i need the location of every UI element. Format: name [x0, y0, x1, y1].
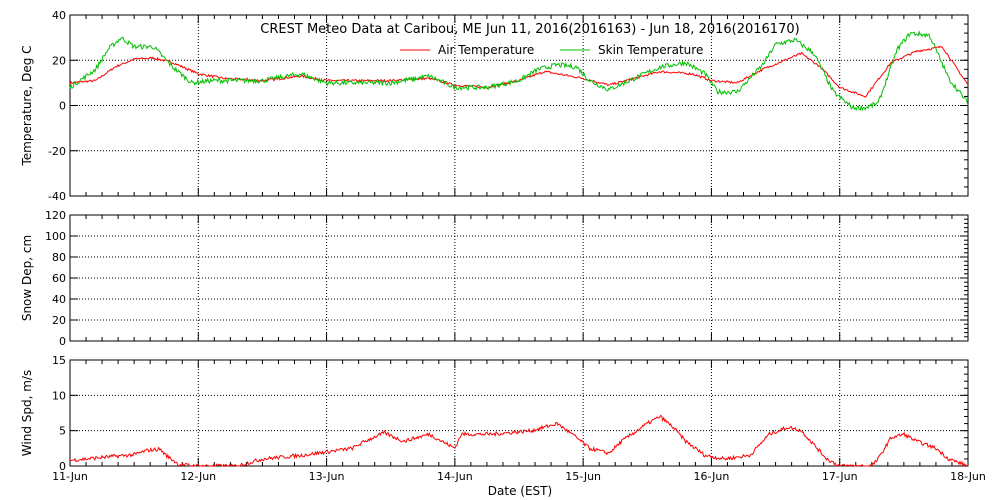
y-tick-label: 120: [45, 209, 66, 222]
y-tick-label: 20: [52, 54, 66, 67]
x-tick-label: 14-Jun: [437, 470, 473, 483]
y-tick-label: 100: [45, 230, 66, 243]
x-tick-label: 18-Jun: [950, 470, 986, 483]
chart-title: CREST Meteo Data at Caribou, ME Jun 11, …: [260, 22, 799, 37]
series-line: [69, 414, 969, 468]
y-tick-label: 20: [52, 314, 66, 327]
y-tick-label: 10: [52, 389, 66, 402]
panel-frame: [69, 214, 969, 342]
x-tick-label: 17-Jun: [822, 470, 858, 483]
y-tick-label: 15: [52, 354, 66, 367]
x-tick-label: 16-Jun: [694, 470, 730, 483]
x-tick-label: 15-Jun: [565, 470, 601, 483]
y-axis-label: Snow Dep, cm: [20, 235, 34, 321]
y-tick-label: -20: [48, 145, 66, 158]
x-axis-label: Date (EST): [488, 484, 552, 498]
y-tick-label: 0: [59, 335, 66, 348]
series-line: [69, 30, 969, 112]
y-tick-label: 80: [52, 251, 66, 264]
y-tick-label: -40: [48, 190, 66, 203]
y-tick-label: 40: [52, 9, 66, 22]
legend-label: Air Temperature: [438, 43, 534, 57]
y-axis-label: Temperature, Deg C: [20, 45, 34, 166]
y-tick-label: 0: [59, 460, 66, 473]
y-tick-label: 40: [52, 293, 66, 306]
x-tick-label: 13-Jun: [309, 470, 345, 483]
y-axis-label: Wind Spd, m/s: [20, 370, 34, 456]
x-tick-label: 11-Jun: [52, 470, 88, 483]
x-tick-label: 12-Jun: [180, 470, 216, 483]
y-tick-label: 5: [59, 425, 66, 438]
y-tick-label: 0: [59, 100, 66, 113]
legend-label: Skin Temperature: [598, 43, 703, 57]
y-tick-label: 60: [52, 272, 66, 285]
plot-layer: -40 -20 0 20 40 Temperature, Deg C Air Tempera…: [20, 9, 986, 483]
panel-frame: [69, 359, 969, 467]
